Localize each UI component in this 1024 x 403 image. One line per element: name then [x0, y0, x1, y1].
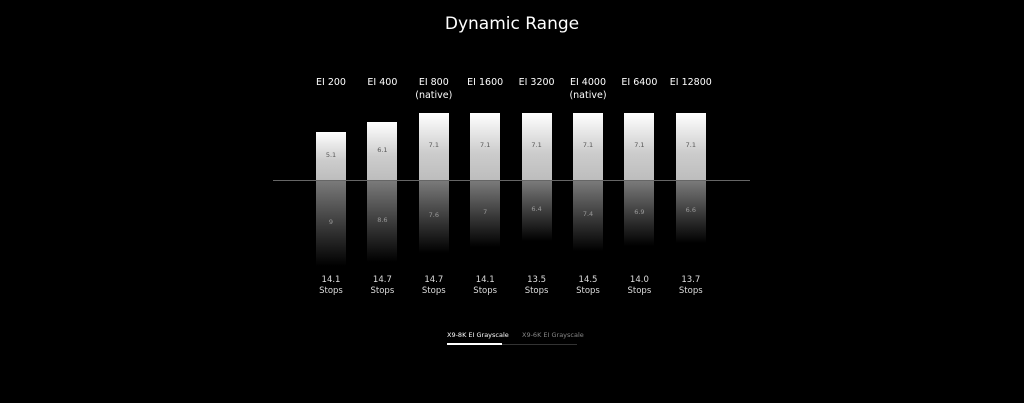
bar [521, 112, 552, 180]
value-label: 7.1 [685, 141, 696, 150]
value-label: 9 [328, 217, 334, 226]
total-unit: Stops [678, 286, 703, 296]
bar [418, 112, 449, 180]
category-label: EI 4000 (native) [569, 77, 607, 101]
bar [316, 131, 346, 180]
value-label: 5.1 [325, 150, 337, 159]
total-label: 13.5 [527, 275, 547, 285]
category-label: EI 12800 [669, 77, 712, 88]
bar [316, 181, 346, 267]
value-label: 7.1 [531, 141, 542, 150]
bar [624, 181, 655, 247]
total-label: 14.7 [424, 275, 444, 285]
total-label: 13.7 [681, 275, 701, 285]
total-unit: Stops [524, 286, 549, 296]
category-label: EI 1600 [467, 77, 504, 88]
category-label: EI 3200 [518, 77, 555, 88]
value-label: 7.1 [480, 141, 491, 150]
chart-title: Dynamic Range [444, 14, 580, 34]
bar [470, 181, 501, 248]
value-label: 6.4 [531, 205, 542, 214]
tab-underline [447, 343, 502, 345]
bar [624, 112, 655, 180]
value-label: 7.1 [634, 141, 645, 150]
bar [521, 181, 552, 242]
bar [675, 112, 706, 180]
tab-rule [447, 344, 577, 345]
total-unit: Stops [576, 286, 600, 296]
value-label: 6.6 [685, 206, 696, 215]
total-unit: Stops [627, 286, 652, 296]
total-unit: Stops [370, 286, 395, 296]
bar [418, 181, 449, 253]
total-label: 14.1 [475, 275, 495, 285]
total-label: 14.5 [578, 275, 598, 285]
bar [470, 112, 501, 180]
bar [367, 122, 398, 180]
total-label: 14.0 [629, 275, 649, 285]
category-label: EI 800 (native) [415, 77, 453, 101]
total-unit: Stops [319, 286, 343, 296]
total-label: 14.7 [372, 275, 392, 285]
value-label: 7.6 [428, 210, 439, 219]
total-unit: Stops [473, 286, 498, 296]
value-label: 7 [483, 208, 488, 217]
bar [573, 181, 603, 251]
bar [573, 112, 603, 180]
tab[interactable]: X9-8K EI Grayscale [447, 331, 509, 339]
total-label: 14.1 [321, 275, 341, 285]
category-label: EI 400 [367, 77, 398, 88]
bar [675, 181, 706, 244]
value-label: 6.9 [634, 207, 645, 216]
value-label: 8.6 [377, 215, 388, 224]
value-label: 7.4 [582, 209, 594, 218]
total-unit: Stops [421, 286, 446, 296]
value-label: 7.1 [428, 141, 439, 150]
category-label: EI 6400 [621, 77, 658, 88]
zero-line [273, 180, 750, 181]
value-label: 7.1 [582, 141, 594, 150]
tab[interactable]: X9-6K EI Grayscale [522, 331, 584, 339]
category-label: EI 200 [316, 77, 346, 88]
bar [367, 181, 398, 263]
value-label: 6.1 [377, 146, 388, 155]
